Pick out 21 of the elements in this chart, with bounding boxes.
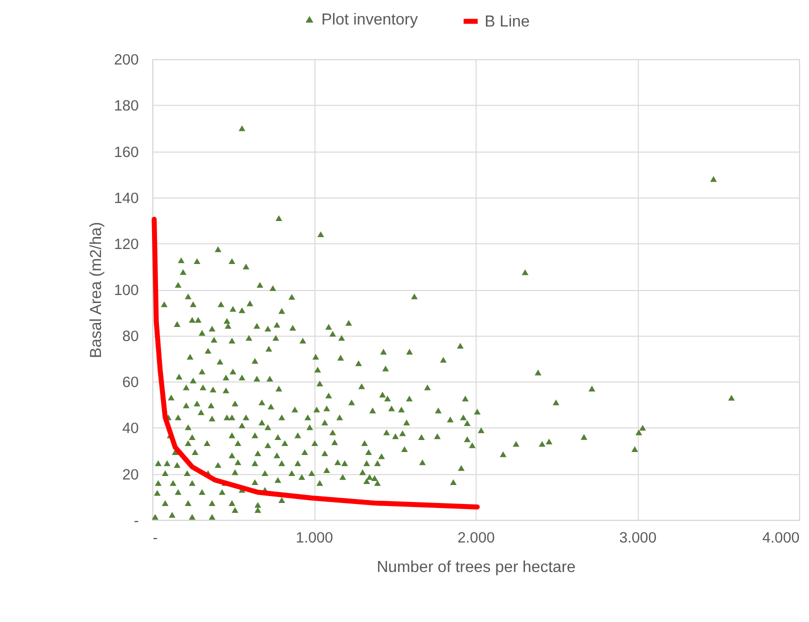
y-tick-label: 120 bbox=[114, 236, 139, 253]
y-tick-label: 160 bbox=[114, 144, 139, 161]
y-tick-label: 100 bbox=[114, 282, 139, 299]
x-tick-label: 4.000 bbox=[762, 529, 800, 546]
x-tick-label: 3.000 bbox=[619, 529, 657, 546]
x-tick-label: 2.000 bbox=[457, 529, 495, 546]
x-tick-label: - bbox=[152, 529, 158, 546]
legend-label: Plot inventory bbox=[321, 11, 418, 28]
y-tick-label: - bbox=[134, 512, 139, 530]
x-axis-title: Number of trees per hectare bbox=[376, 559, 576, 576]
y-tick-label: 80 bbox=[122, 328, 139, 346]
y-tick-label: 200 bbox=[114, 52, 139, 69]
y-axis-title: Basal Area (m2/ha) bbox=[88, 222, 105, 358]
y-tick-label: 60 bbox=[122, 374, 139, 392]
line-series bbox=[152, 216, 480, 510]
y-tick-label: 40 bbox=[122, 420, 139, 438]
x-tick-label: 1.000 bbox=[296, 529, 334, 546]
y-tick-label: 180 bbox=[114, 98, 139, 115]
y-tick-label: 20 bbox=[122, 466, 139, 484]
legend-label: B Line bbox=[484, 13, 530, 30]
y-tick-label: 140 bbox=[114, 190, 139, 207]
